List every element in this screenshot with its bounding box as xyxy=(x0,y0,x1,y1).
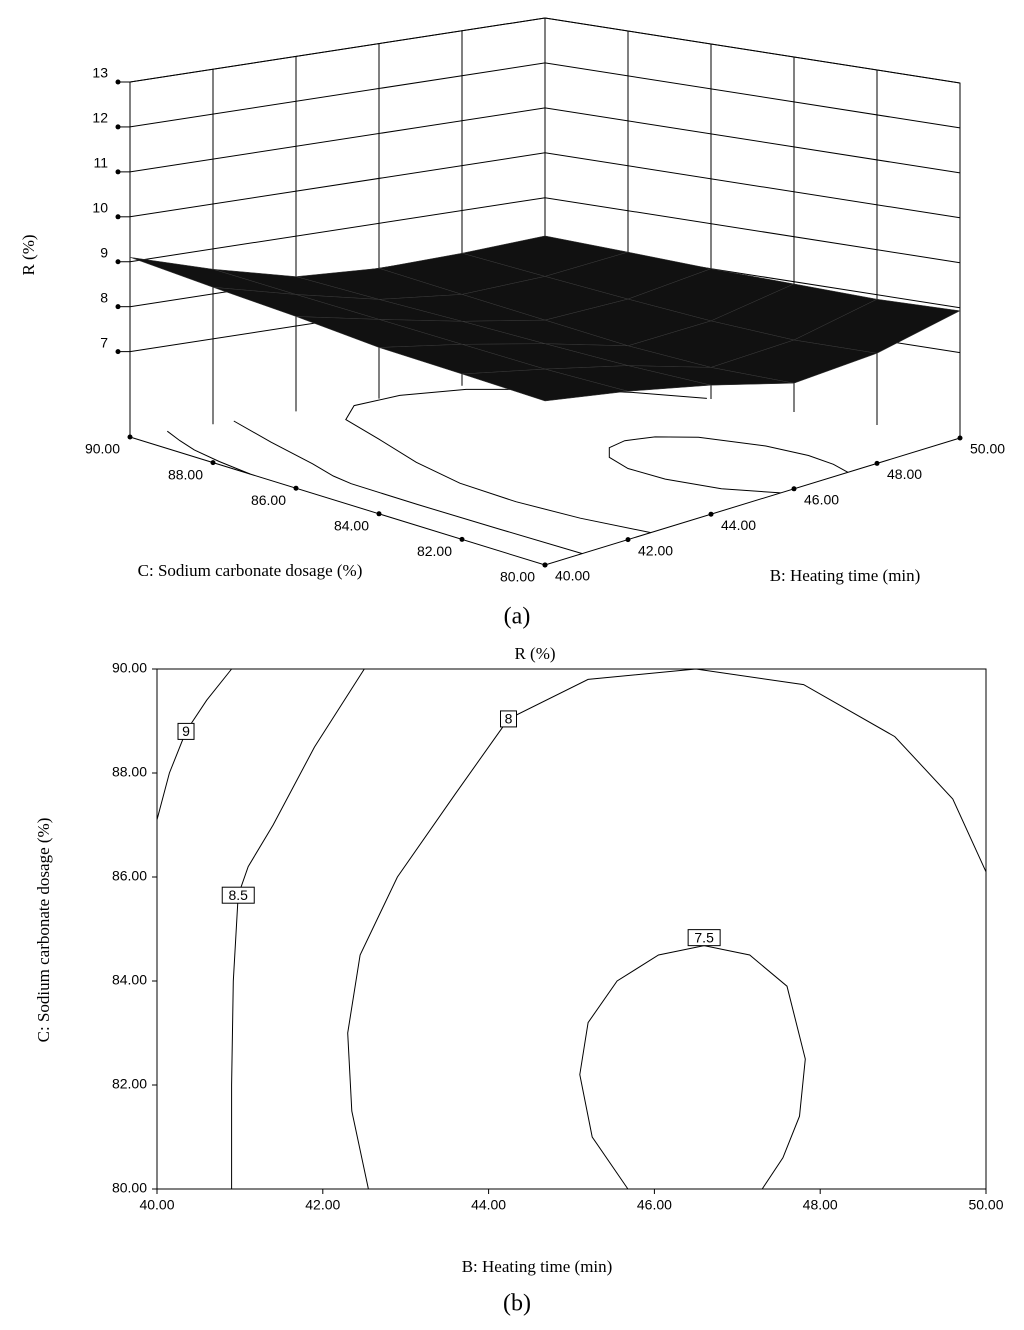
y-tick-mark xyxy=(293,485,299,491)
surface-patch xyxy=(461,368,629,402)
x-tick-mark xyxy=(708,511,714,517)
floor-contour xyxy=(233,420,583,555)
x-tick-label: 46.00 xyxy=(637,1197,672,1213)
y-tick-label: 80.00 xyxy=(112,1180,147,1196)
contour-label: 7.5 xyxy=(694,929,714,945)
plot-frame xyxy=(156,668,987,1190)
floor-contour xyxy=(608,436,849,494)
x-tick-mark xyxy=(791,486,797,492)
y-tick-label: 80.00 xyxy=(500,569,535,585)
x-tick-label: 50.00 xyxy=(968,1197,1003,1213)
y-tick-label: 86.00 xyxy=(112,868,147,884)
z-tick-label: 8 xyxy=(100,289,108,305)
x-tick-label: 40.00 xyxy=(139,1197,174,1213)
contour-label-box xyxy=(221,886,255,904)
contour-label: 8.5 xyxy=(229,887,249,903)
y-tick-label: 90.00 xyxy=(85,441,120,457)
x-tick-label: 44.00 xyxy=(471,1197,506,1213)
z-tick-label: 13 xyxy=(92,65,108,81)
contour-label-box xyxy=(687,929,721,947)
x-axis-title: B: Heating time (min) xyxy=(462,1257,613,1276)
y-tick-mark xyxy=(459,536,465,542)
grid-line xyxy=(129,152,961,219)
contour-label: 8 xyxy=(505,711,513,727)
x-tick-label: 48.00 xyxy=(803,1197,838,1213)
x-tick-label: 40.00 xyxy=(555,568,590,584)
z-tick-label: 11 xyxy=(93,155,108,171)
y-axis-title: C: Sodium carbonate dosage (%) xyxy=(34,818,53,1043)
floor-contour xyxy=(166,430,251,475)
z-tick-label: 7 xyxy=(100,334,108,350)
y-tick-label: 84.00 xyxy=(334,518,369,534)
caption: (a) xyxy=(504,604,531,630)
x-tick-mark xyxy=(625,537,631,543)
chart-title: R (%) xyxy=(514,644,555,663)
contour-label-box xyxy=(499,710,517,728)
y-tick-label: 82.00 xyxy=(112,1076,147,1092)
y-tick-label: 86.00 xyxy=(251,492,286,508)
y-tick-label: 82.00 xyxy=(417,543,452,559)
x-tick-label: 42.00 xyxy=(638,542,673,558)
contour-label-box xyxy=(177,722,195,740)
x-tick-label: 44.00 xyxy=(721,517,756,533)
y-tick-mark xyxy=(542,562,548,568)
y-tick-label: 88.00 xyxy=(168,466,203,482)
grid-line xyxy=(129,197,961,264)
x-tick-label: 50.00 xyxy=(970,441,1005,457)
z-tick-label: 12 xyxy=(92,110,108,126)
y-tick-mark xyxy=(210,460,216,466)
y-tick-mark xyxy=(376,511,382,517)
grid-line xyxy=(129,17,961,84)
grid-line xyxy=(129,107,961,174)
x-axis-title: B: Heating time (min) xyxy=(770,566,921,585)
z-axis-title: R (%) xyxy=(19,234,38,275)
caption: (b) xyxy=(503,1291,531,1317)
y-tick-label: 84.00 xyxy=(112,972,147,988)
grid-line xyxy=(129,62,961,129)
x-tick-label: 46.00 xyxy=(804,492,839,508)
y-axis-title: C: Sodium carbonate dosage (%) xyxy=(138,561,363,580)
x-tick-label: 42.00 xyxy=(305,1197,340,1213)
y-tick-label: 88.00 xyxy=(112,764,147,780)
x-tick-label: 48.00 xyxy=(887,466,922,482)
z-tick-label: 9 xyxy=(100,244,108,260)
contour-label: 9 xyxy=(182,723,190,739)
x-tick-mark xyxy=(874,460,880,466)
y-tick-label: 90.00 xyxy=(112,660,147,676)
contour-line xyxy=(231,668,365,1189)
z-tick-label: 10 xyxy=(92,200,108,216)
y-tick-mark xyxy=(127,434,133,440)
